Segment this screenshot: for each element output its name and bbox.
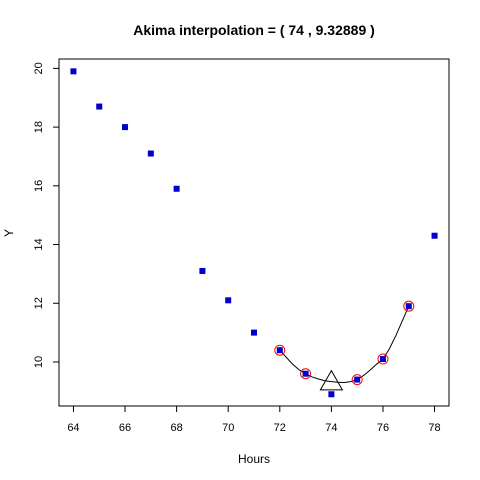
data-point (302, 370, 309, 377)
interpolated-point-triangle (319, 369, 344, 391)
highlight-circle (377, 353, 389, 365)
y-tick-label: 20 (33, 62, 45, 74)
highlight-circle (274, 344, 286, 356)
data-point (122, 124, 129, 131)
y-tick-label: 16 (33, 180, 45, 192)
y-tick-label: 12 (33, 297, 45, 309)
chart-title: Akima interpolation = ( 74 , 9.32889 ) (133, 22, 375, 38)
data-point (251, 329, 257, 336)
data-point (328, 391, 335, 398)
x-tick-label: 64 (67, 422, 79, 434)
data-point (70, 68, 77, 75)
y-axis-label: Y (2, 229, 16, 237)
x-axis-label: Hours (238, 452, 270, 466)
interpolation-curve (279, 305, 410, 384)
data-point (225, 297, 232, 304)
y-tick-label: 14 (33, 238, 45, 250)
x-tick-label: 66 (119, 422, 131, 434)
y-tick-label: 18 (33, 121, 45, 133)
x-axis: 64 66 68 70 72 74 76 78 (67, 406, 441, 434)
data-point (405, 303, 412, 310)
plot-frame (58, 58, 450, 407)
plot-marks (70, 68, 438, 398)
x-tick-label: 70 (222, 422, 234, 434)
highlight-circle (351, 374, 363, 386)
data-point (147, 150, 154, 157)
data-point (276, 347, 283, 354)
x-tick-label: 68 (170, 422, 182, 434)
data-point (96, 103, 103, 110)
data-point (379, 356, 386, 363)
data-point (431, 232, 438, 239)
y-tick-label: 10 (33, 356, 45, 368)
data-point (173, 185, 180, 192)
highlight-circle (300, 368, 312, 380)
x-tick-label: 74 (325, 422, 337, 434)
x-tick-label: 78 (428, 422, 440, 434)
x-tick-label: 76 (377, 422, 389, 434)
y-axis: 10 12 14 16 18 20 (33, 62, 59, 368)
data-point (354, 376, 361, 383)
highlight-circle (403, 300, 415, 312)
x-tick-label: 72 (274, 422, 286, 434)
data-point (199, 267, 206, 274)
